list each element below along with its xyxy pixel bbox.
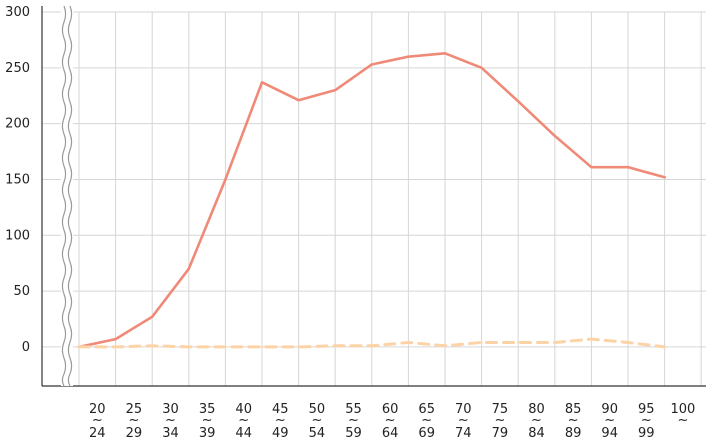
data-point [114, 345, 117, 349]
x-tick-label-tilde: ~ [385, 413, 396, 428]
x-tick-label-start: 50 [309, 402, 326, 417]
data-point [553, 134, 556, 138]
data-point [151, 315, 154, 318]
x-tick-label-end: 24 [89, 426, 106, 441]
x-tick-label-start: 95 [638, 402, 655, 417]
x-tick-label-tilde: ~ [202, 413, 213, 428]
grid-lines [42, 11, 706, 386]
x-tick-label-tilde: ~ [238, 413, 249, 428]
data-point [443, 52, 447, 55]
x-tick-label-end: 84 [528, 426, 545, 441]
x-tick-label-end: 29 [126, 426, 143, 441]
data-point [297, 98, 300, 102]
x-tick-label-tilde: ~ [531, 413, 542, 428]
data-point [407, 341, 410, 344]
x-tick-label-tilde: ~ [641, 413, 652, 428]
x-tick-label-start: 100 [670, 402, 695, 417]
data-point [626, 341, 630, 344]
data-point [663, 176, 666, 179]
axes [41, 5, 706, 387]
data-point [334, 344, 337, 348]
data-point [480, 66, 483, 70]
x-tick-label-end: 44 [235, 426, 252, 441]
data-point [590, 337, 593, 341]
data-point [151, 344, 154, 348]
x-tick-label-tilde: ~ [311, 413, 322, 428]
x-tick-label-tilde: ~ [165, 413, 176, 428]
x-tick-label-tilde: ~ [494, 413, 505, 428]
x-tick-label-end: 59 [345, 426, 362, 441]
x-tick-label-start: 60 [382, 402, 399, 417]
data-point [187, 267, 190, 270]
y-tick-label: 100 [5, 228, 30, 243]
data-point [480, 341, 483, 344]
x-tick-label-tilde: ~ [92, 413, 103, 428]
axis-break-line [67, 5, 73, 387]
x-tick-labels: 20~2425~2930~3435~3940~4445~4950~5455~59… [89, 402, 695, 441]
x-tick-label-start: 30 [162, 402, 179, 417]
x-tick-label-end: 49 [272, 426, 289, 441]
y-tick-label: 250 [5, 61, 30, 76]
data-point [517, 341, 520, 344]
data-point [260, 81, 264, 84]
series-lines [77, 52, 667, 349]
x-tick-label-end: 79 [492, 426, 509, 441]
x-tick-label-start: 80 [528, 402, 545, 417]
x-tick-label-tilde: ~ [128, 413, 139, 428]
data-point [187, 345, 190, 349]
x-tick-label-end: 89 [565, 426, 582, 441]
y-tick-labels: 300 250 200 150 100 50 0 [5, 5, 30, 355]
y-tick-label: 0 [22, 340, 30, 355]
y-tick-label: 300 [5, 5, 30, 20]
data-point [334, 88, 337, 92]
y-tick-label: 150 [5, 172, 30, 187]
y-tick-label: 50 [13, 284, 30, 299]
x-tick-label-tilde: ~ [568, 413, 579, 428]
x-tick-label-tilde: ~ [458, 413, 469, 428]
axis-break-line [61, 5, 67, 387]
x-tick-label-end: 94 [601, 426, 618, 441]
data-point [114, 337, 117, 341]
data-point [77, 345, 81, 349]
data-point [224, 345, 227, 349]
data-point [297, 345, 300, 349]
data-point [407, 55, 410, 58]
x-tick-label-start: 85 [565, 402, 582, 417]
data-point [370, 344, 373, 348]
data-point [626, 165, 630, 169]
data-point [663, 345, 666, 349]
data-point [553, 341, 556, 344]
x-tick-label-start: 70 [455, 402, 472, 417]
x-tick-label-start: 55 [345, 402, 362, 417]
x-tick-label-end: 69 [418, 426, 435, 441]
x-tick-label-tilde: ~ [604, 413, 615, 428]
x-tick-label-end: 99 [638, 426, 655, 441]
x-tick-label-start: 25 [126, 402, 143, 417]
x-tick-label-end: 39 [199, 426, 216, 441]
x-tick-label-tilde: ~ [348, 413, 359, 428]
data-point [443, 344, 447, 348]
y-tick-label: 200 [5, 117, 30, 132]
x-tick-label-end: 64 [382, 426, 399, 441]
data-point [590, 165, 593, 169]
x-tick-label-start: 45 [272, 402, 289, 417]
x-tick-label-tilde: ~ [421, 413, 432, 428]
data-point [224, 178, 227, 181]
x-tick-label-end: 74 [455, 426, 472, 441]
x-tick-label-end: 34 [162, 426, 179, 441]
data-point [517, 100, 520, 103]
x-tick-label-start: 20 [89, 402, 106, 417]
x-tick-label-start: 65 [418, 402, 435, 417]
x-tick-label-start: 35 [199, 402, 216, 417]
data-point [260, 345, 264, 349]
x-tick-label-start: 90 [601, 402, 618, 417]
data-point [370, 63, 373, 66]
x-tick-label-end: 54 [309, 426, 326, 441]
x-tick-label-start: 75 [492, 402, 509, 417]
x-tick-label-start: 40 [235, 402, 252, 417]
x-tick-label-tilde: ~ [275, 413, 286, 428]
x-tick-label-tilde: ~ [677, 413, 688, 428]
